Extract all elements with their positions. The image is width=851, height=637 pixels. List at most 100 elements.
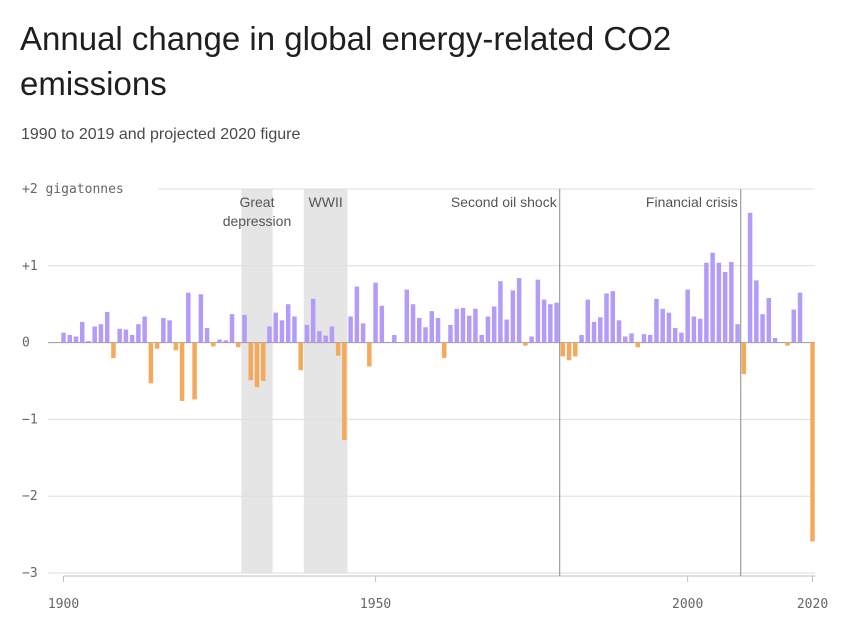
bar — [61, 332, 66, 343]
bar — [292, 316, 297, 343]
bar — [516, 278, 522, 343]
bar — [654, 298, 659, 343]
bar — [229, 314, 235, 343]
bar — [641, 334, 647, 343]
bar — [167, 320, 172, 343]
bar — [716, 262, 722, 343]
x-tick-label: 1900 — [48, 597, 79, 612]
x-tick-label: 2000 — [672, 597, 703, 612]
bar — [710, 252, 715, 343]
bar — [117, 328, 122, 343]
bar — [797, 292, 803, 343]
bar — [679, 332, 684, 343]
bar — [304, 324, 310, 343]
bar — [704, 262, 709, 343]
bar — [448, 324, 453, 343]
bar — [510, 290, 516, 343]
bar — [211, 342, 216, 347]
bar — [285, 304, 291, 343]
bar — [810, 342, 815, 542]
y-tick-label: −1 — [22, 412, 38, 427]
bar — [98, 324, 104, 343]
bar — [560, 342, 566, 357]
bar — [161, 318, 166, 343]
bar — [485, 316, 491, 343]
bar — [697, 318, 703, 343]
bar — [154, 342, 160, 349]
bar — [373, 282, 378, 343]
bar — [298, 342, 303, 371]
bar — [441, 342, 447, 358]
bar — [267, 326, 272, 343]
bar — [666, 312, 672, 343]
bar — [573, 342, 578, 357]
shaded-period-band — [303, 189, 348, 573]
bar — [672, 328, 678, 343]
bar — [647, 334, 653, 343]
bar — [186, 292, 191, 343]
bar — [192, 342, 197, 400]
x-tick-label: 1950 — [360, 597, 391, 612]
y-tick-label: +1 — [22, 259, 38, 274]
bar — [385, 341, 391, 343]
bar — [610, 291, 616, 343]
chart-title: Annual change in global energy-related C… — [20, 20, 672, 102]
bar — [279, 320, 285, 343]
bar — [772, 337, 778, 343]
shaded-period-label: WWII — [309, 194, 343, 210]
bar — [766, 298, 772, 343]
bar — [579, 334, 584, 343]
bar — [466, 315, 472, 343]
bar — [548, 304, 553, 343]
bar — [591, 321, 597, 343]
event-label: Financial crisis — [646, 194, 738, 210]
bar — [392, 334, 397, 343]
event-label: Second oil shock — [451, 194, 558, 210]
bar — [142, 316, 147, 343]
bar — [335, 342, 341, 356]
bar — [541, 299, 547, 343]
y-tick-label: 0 — [22, 336, 30, 351]
y-tick-labels: +2 gigatonnes +1 0 −1 −2 −3 — [22, 182, 124, 581]
bar — [498, 281, 503, 343]
bar — [173, 342, 179, 351]
bar — [417, 318, 422, 343]
bar — [317, 331, 322, 343]
event-lines — [559, 189, 742, 576]
bar — [791, 309, 797, 343]
x-tick-labels: 1900 1950 2000 2020 — [48, 576, 828, 612]
bar — [360, 323, 366, 343]
y-tick-label: −3 — [22, 566, 38, 581]
bar — [242, 314, 247, 343]
bar — [204, 328, 210, 343]
bar — [535, 279, 541, 343]
bar — [722, 271, 728, 343]
bar — [310, 298, 316, 343]
bar — [236, 342, 241, 348]
bar — [404, 289, 410, 343]
bar — [747, 212, 753, 343]
bar — [741, 342, 747, 375]
bar — [123, 329, 129, 343]
bar — [473, 308, 478, 343]
bar — [92, 326, 97, 343]
bar — [223, 340, 229, 343]
bar — [136, 324, 141, 343]
gridlines — [48, 188, 815, 577]
bar — [529, 336, 534, 343]
bar — [348, 316, 353, 343]
bar — [260, 342, 266, 381]
bar — [329, 326, 335, 343]
bar — [86, 341, 91, 343]
bar — [379, 305, 385, 343]
y-tick-label: +2 gigatonnes — [22, 182, 124, 197]
bar — [623, 336, 628, 343]
bar — [735, 324, 740, 343]
bar — [67, 334, 72, 343]
bar — [460, 308, 466, 343]
bar — [479, 334, 484, 343]
bar — [554, 302, 559, 343]
bar — [629, 333, 634, 343]
bar — [179, 342, 185, 401]
